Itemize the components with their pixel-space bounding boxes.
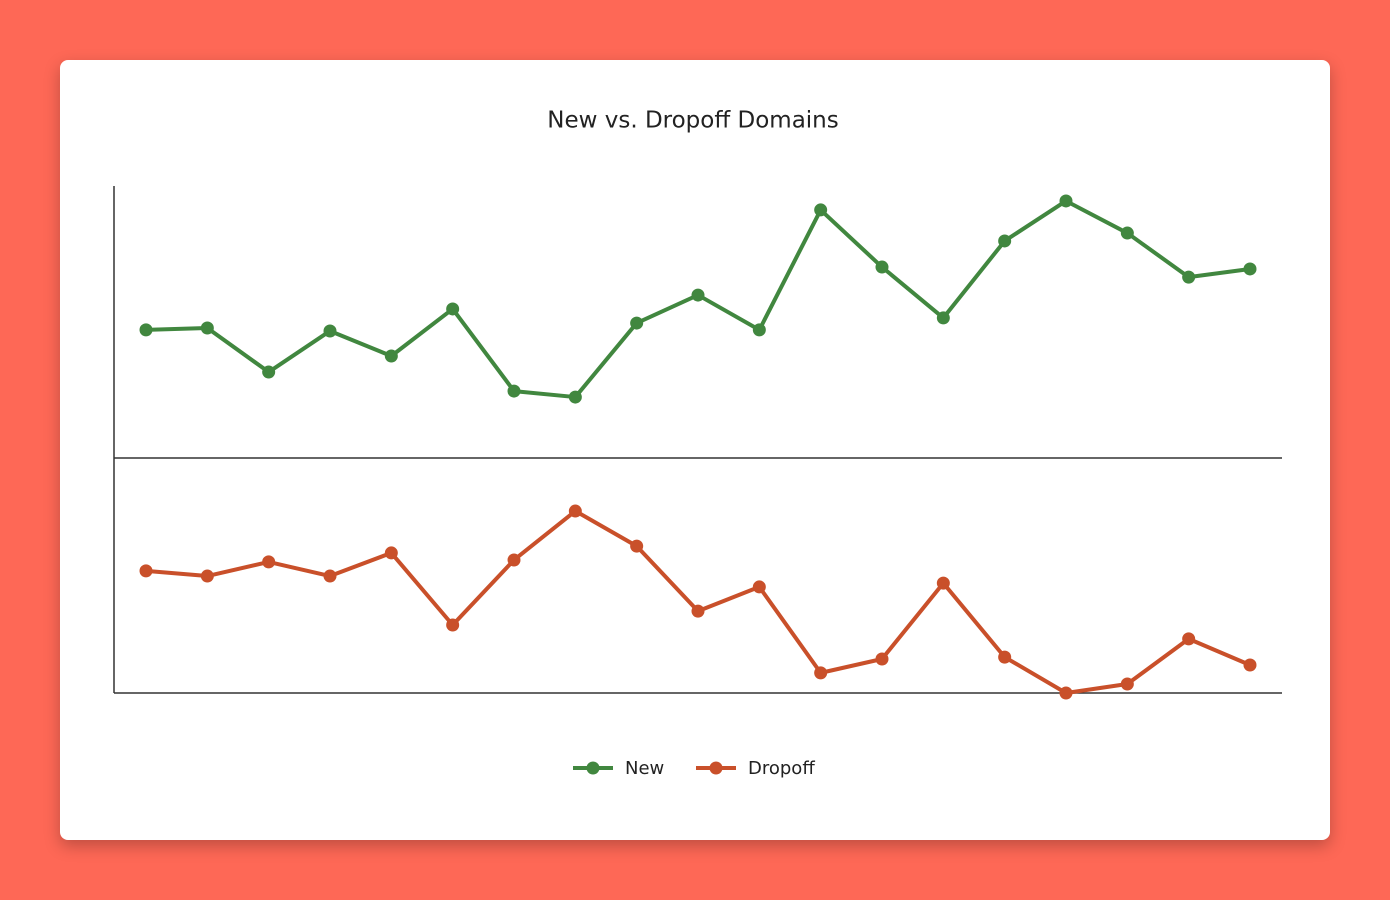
legend-label: Dropoff	[748, 758, 815, 779]
data-point	[1120, 677, 1134, 691]
data-point	[200, 569, 214, 583]
data-point	[875, 260, 889, 274]
data-point	[752, 323, 766, 337]
data-point	[1120, 226, 1134, 240]
data-point	[139, 564, 153, 578]
data-point	[814, 666, 828, 680]
data-point	[998, 650, 1012, 664]
data-point	[446, 618, 460, 632]
data-point	[1182, 632, 1196, 646]
data-point	[384, 546, 398, 560]
data-point	[1059, 194, 1073, 208]
card	[60, 60, 1330, 840]
data-point	[691, 604, 705, 618]
data-point	[691, 288, 705, 302]
data-point	[262, 555, 276, 569]
data-point	[875, 652, 889, 666]
data-point	[998, 234, 1012, 248]
data-point	[936, 311, 950, 325]
legend-marker	[709, 761, 723, 775]
data-point	[323, 569, 337, 583]
data-point	[1059, 686, 1073, 700]
data-point	[630, 539, 644, 553]
data-point	[1243, 262, 1257, 276]
data-point	[507, 553, 521, 567]
series-line	[145, 509, 1251, 695]
data-point	[262, 365, 276, 379]
data-point	[139, 323, 153, 337]
data-point	[568, 504, 582, 518]
data-point	[936, 576, 950, 590]
data-point	[1182, 270, 1196, 284]
data-point	[323, 324, 337, 338]
legend-label: New	[625, 758, 664, 779]
data-point	[814, 203, 828, 217]
data-point	[507, 384, 521, 398]
data-point	[384, 349, 398, 363]
data-point	[752, 580, 766, 594]
chart-title: New vs. Dropoff Domains	[547, 108, 839, 134]
data-point	[1243, 658, 1257, 672]
data-point	[446, 302, 460, 316]
data-point	[568, 390, 582, 404]
data-point	[200, 321, 214, 335]
legend-marker	[586, 761, 600, 775]
data-point	[630, 316, 644, 330]
